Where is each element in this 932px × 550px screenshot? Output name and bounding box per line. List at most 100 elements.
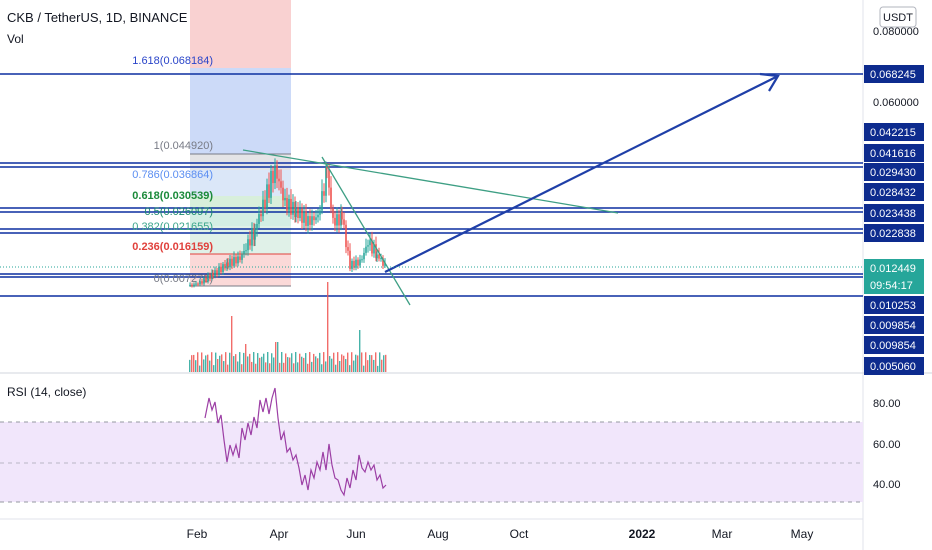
volume-bar bbox=[367, 360, 369, 372]
volume-bar bbox=[297, 362, 299, 372]
volume-bar bbox=[269, 363, 271, 372]
volume-bar bbox=[349, 365, 351, 372]
candle-body bbox=[249, 239, 251, 246]
candle-body bbox=[278, 178, 280, 182]
volume-bar bbox=[253, 352, 255, 372]
candle-body bbox=[264, 199, 266, 208]
candle-body bbox=[247, 239, 249, 251]
candle-body bbox=[211, 272, 213, 279]
candle-body bbox=[216, 270, 218, 275]
candle-body bbox=[307, 216, 309, 226]
volume-bar bbox=[325, 361, 327, 372]
candle-body bbox=[268, 184, 270, 198]
candle-body bbox=[207, 274, 209, 282]
volume-bar bbox=[307, 363, 309, 372]
trend-line-steep[interactable] bbox=[321, 156, 411, 306]
rsi-axis-label: 40.00 bbox=[873, 479, 901, 491]
chart-title[interactable]: CKB / TetherUS, 1D, BINANCE bbox=[7, 10, 188, 25]
candle-body bbox=[365, 246, 367, 253]
volume-bar bbox=[343, 355, 345, 372]
volume-bar bbox=[275, 342, 277, 372]
candle-body bbox=[297, 207, 299, 218]
fib-label: 0.5(0.026097) bbox=[145, 206, 214, 218]
candle-body bbox=[189, 284, 191, 286]
candle-body bbox=[305, 211, 307, 226]
volume-bar bbox=[279, 362, 281, 372]
candle-body bbox=[288, 198, 290, 211]
price-badge-text: 0.029430 bbox=[870, 167, 916, 179]
price-badge: 0.042215 bbox=[864, 123, 924, 141]
candle-body bbox=[237, 256, 239, 264]
volume-bar bbox=[317, 358, 319, 372]
volume-bar bbox=[259, 357, 261, 372]
drawings[interactable] bbox=[0, 72, 863, 306]
candle-body bbox=[201, 281, 203, 284]
candle-body bbox=[241, 254, 243, 260]
volume-bar bbox=[277, 342, 279, 372]
volume-bar bbox=[295, 352, 297, 372]
candle-body bbox=[340, 212, 342, 226]
rsi-label: RSI (14, close) bbox=[7, 385, 86, 399]
fib-zone-382 bbox=[190, 211, 291, 226]
volume-bar bbox=[207, 354, 209, 372]
volume-bar bbox=[213, 365, 215, 372]
volume-bar bbox=[345, 359, 347, 372]
candle-body bbox=[376, 254, 378, 259]
price-badge-bg bbox=[864, 296, 924, 314]
candle-body bbox=[209, 274, 211, 279]
projection-arrow-head bbox=[759, 72, 780, 92]
volume-bar bbox=[221, 354, 223, 372]
candle-body bbox=[299, 208, 301, 218]
candle-body bbox=[353, 260, 355, 268]
time-axis-label: Jun bbox=[346, 527, 365, 541]
candle-body bbox=[343, 219, 345, 225]
price-badge: 0.009854 bbox=[864, 316, 924, 334]
price-badge: 0.023438 bbox=[864, 204, 924, 222]
rsi-axis: 80.00 60.00 40.00 bbox=[873, 398, 901, 491]
price-axis-label: 0.080000 bbox=[873, 26, 919, 38]
volume-bar bbox=[299, 353, 301, 372]
candle-body bbox=[303, 211, 305, 223]
price-badge-text: 0.010253 bbox=[870, 300, 916, 312]
volume-bar bbox=[229, 352, 231, 372]
volume-bar bbox=[329, 356, 331, 372]
price-badge-text: 0.009854 bbox=[870, 340, 916, 352]
price-badge-bg bbox=[864, 316, 924, 334]
candle-body bbox=[321, 191, 323, 211]
candle-body bbox=[276, 165, 278, 179]
price-badge-text: 0.028432 bbox=[870, 187, 916, 199]
volume-bar bbox=[245, 344, 247, 372]
price-badge: 0.009854 bbox=[864, 336, 924, 354]
volume-bar bbox=[293, 363, 295, 372]
candle-body bbox=[218, 266, 220, 275]
fib-label: 0.382(0.021655) bbox=[132, 221, 213, 233]
volume-bar bbox=[219, 355, 221, 372]
volume-bar bbox=[273, 357, 275, 372]
volume-bar bbox=[189, 359, 191, 372]
volume-bar bbox=[303, 357, 305, 372]
volume-bar bbox=[323, 352, 325, 372]
volume-bar bbox=[195, 360, 197, 372]
currency-button-label[interactable]: USDT bbox=[883, 12, 913, 24]
volume-bar bbox=[361, 352, 363, 372]
candle-body bbox=[338, 214, 340, 226]
candle-body bbox=[256, 223, 258, 230]
candle-body bbox=[330, 187, 332, 209]
price-badge-text: 0.022838 bbox=[870, 228, 916, 240]
candle-body bbox=[290, 198, 292, 215]
candle-body bbox=[197, 283, 199, 285]
time-axis[interactable]: Feb Apr Jun Aug Oct 2022 Mar May bbox=[187, 527, 814, 541]
volume-bar bbox=[365, 352, 367, 372]
volume-bars bbox=[189, 282, 387, 372]
currency-button[interactable]: USDT bbox=[879, 6, 917, 28]
candle-body bbox=[262, 199, 264, 217]
volume-bar bbox=[241, 364, 243, 372]
price-axis[interactable]: 0.080000 0.060000 0.068245 0.042215 0.041616… bbox=[864, 26, 924, 375]
volume-bar bbox=[309, 352, 311, 372]
projection-arrow-line[interactable] bbox=[384, 75, 779, 273]
trend-line-long[interactable] bbox=[242, 149, 619, 214]
volume-bar bbox=[311, 361, 313, 372]
volume-bar bbox=[247, 356, 249, 372]
candle-body bbox=[226, 262, 228, 269]
